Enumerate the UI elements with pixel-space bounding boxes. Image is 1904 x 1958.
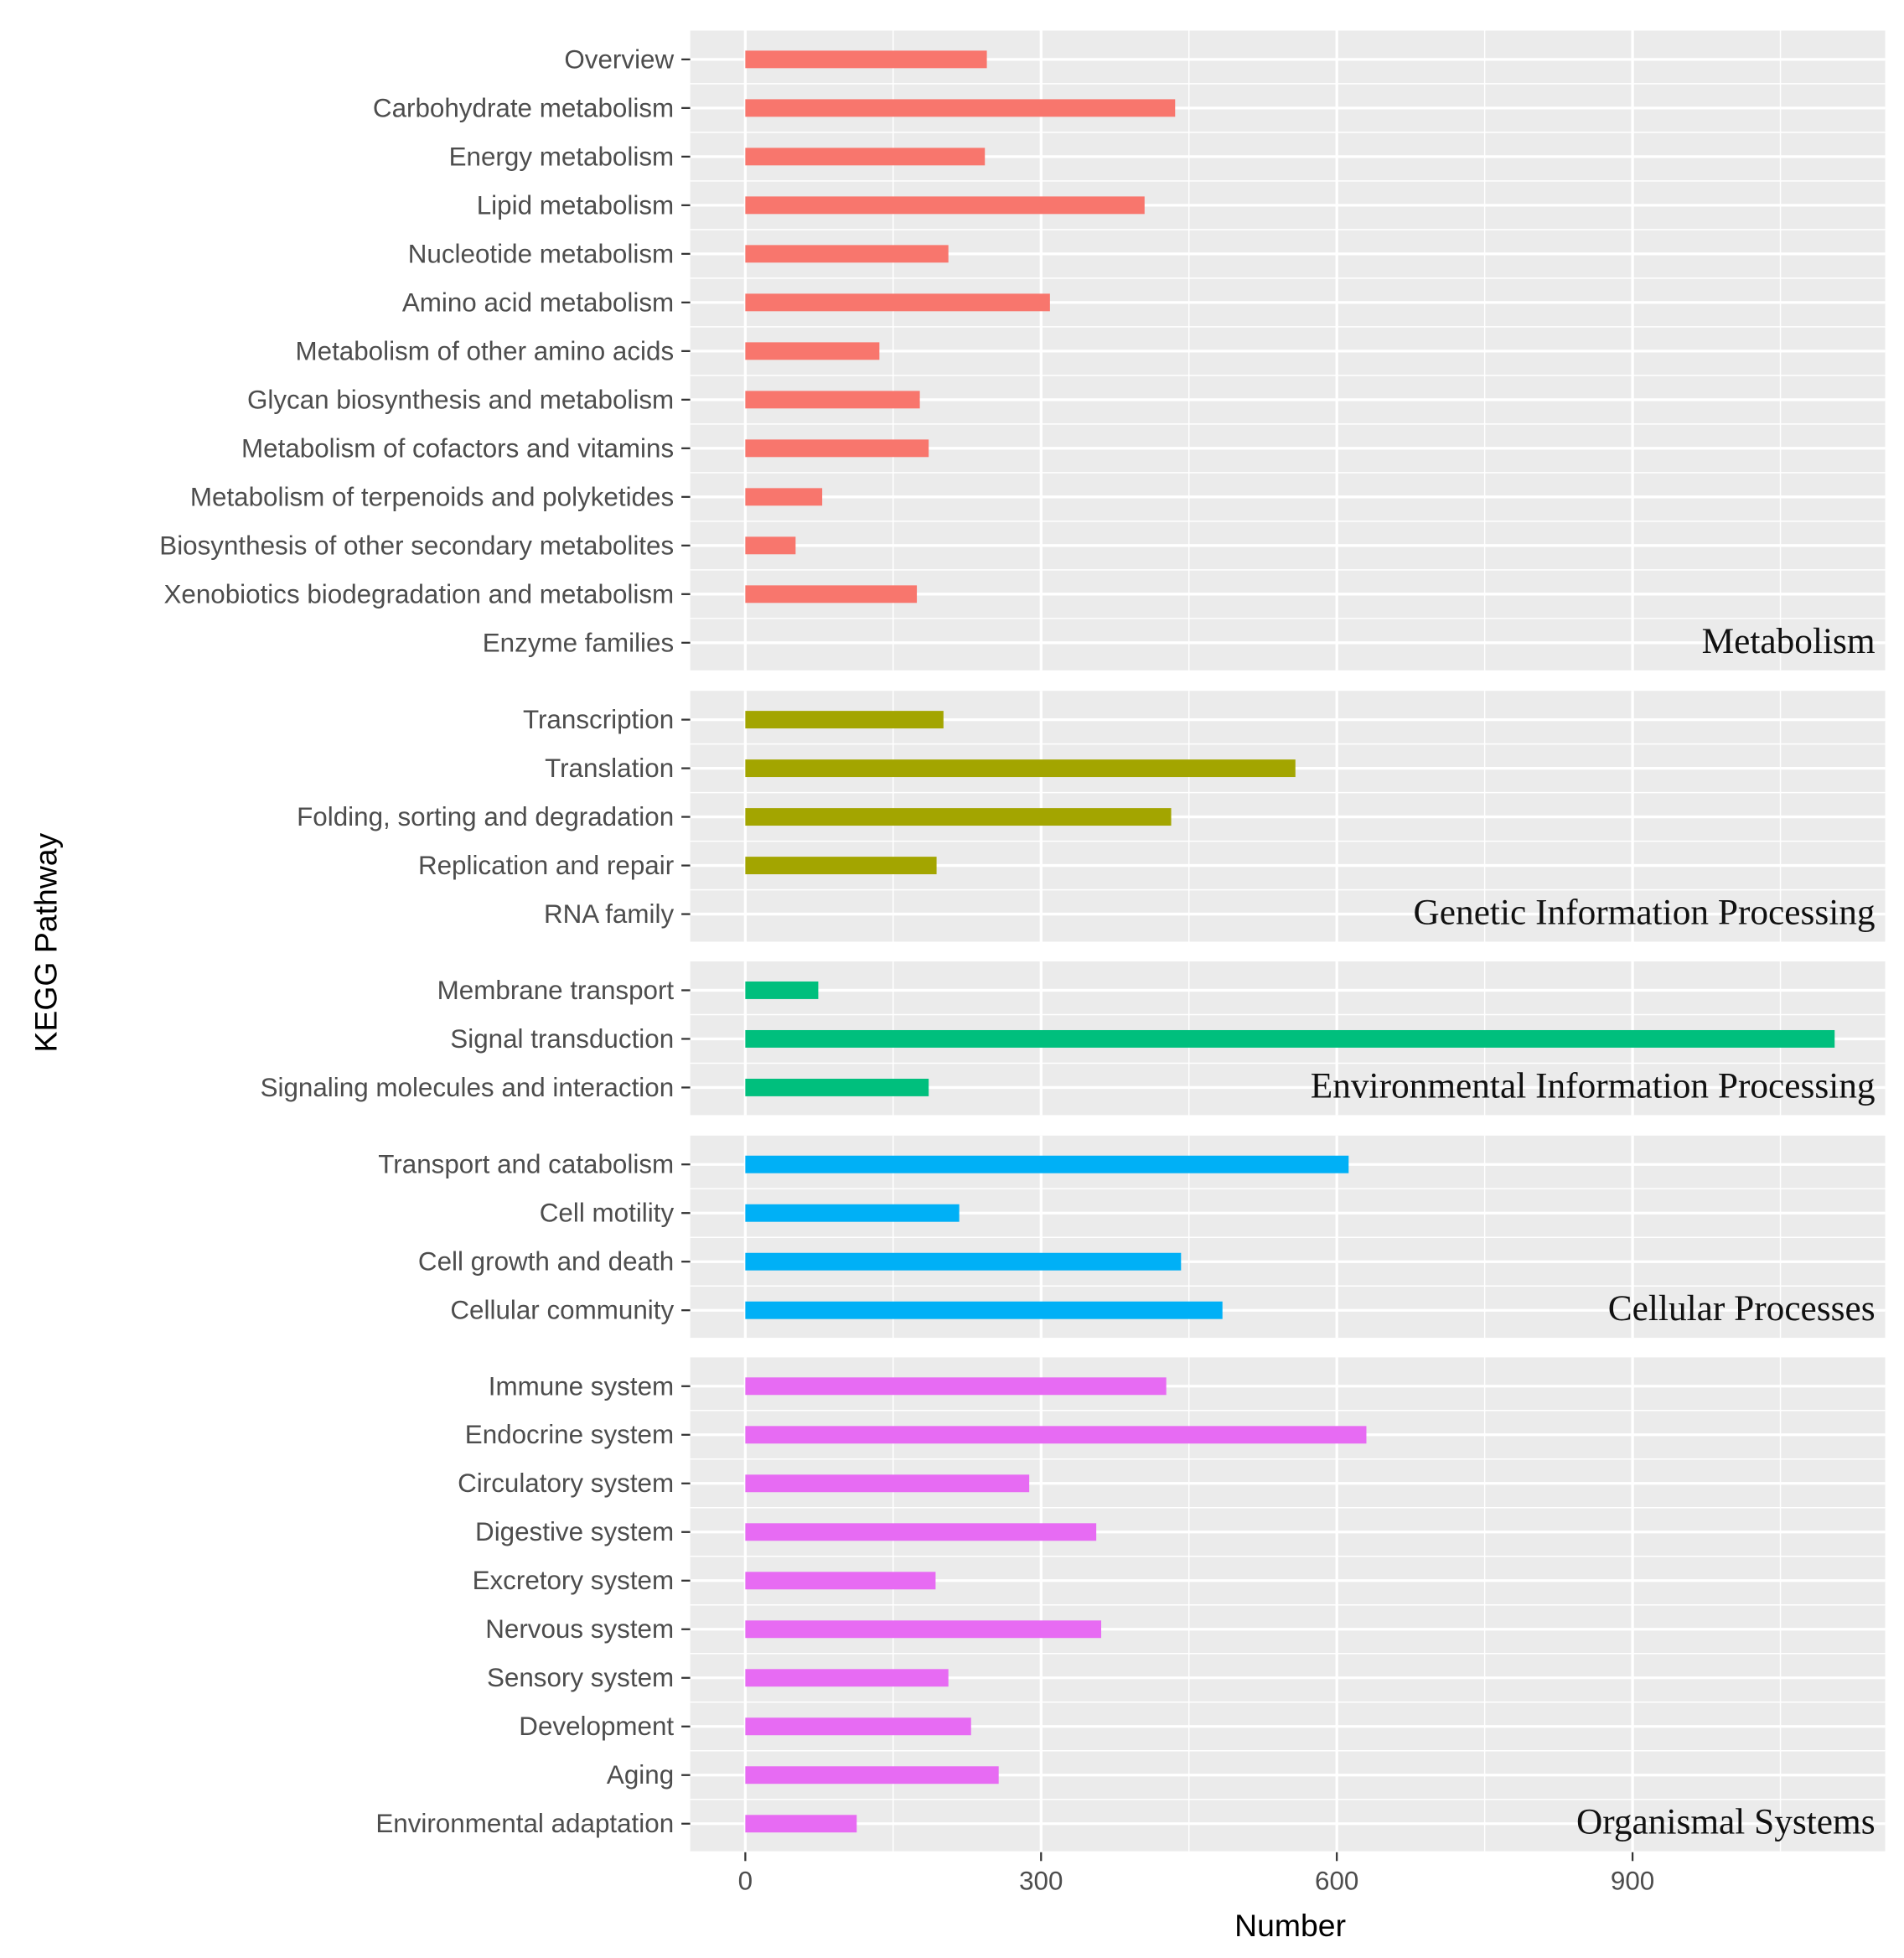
bar xyxy=(745,50,987,69)
x-axis-title: Number xyxy=(1234,1908,1346,1943)
bar xyxy=(745,1426,1367,1444)
y-tick-label: Membrane transport xyxy=(437,976,675,1005)
facet-strip-label: Organismal Systems xyxy=(1576,1802,1876,1842)
y-tick-label: Folding, sorting and degradation xyxy=(297,802,674,831)
y-tick-label: Cell motility xyxy=(540,1199,675,1228)
bar xyxy=(745,1572,936,1590)
y-tick-label: Lipid metabolism xyxy=(477,190,674,220)
facet-panel: Transcription Translation Folding, sorting… xyxy=(297,691,1886,942)
y-tick-label: Glycan biosynthesis and metabolism xyxy=(247,385,674,414)
y-tick-label: Signaling molecules and interaction xyxy=(261,1073,675,1102)
facet-strip-label: Environmental Information Processing xyxy=(1311,1065,1876,1106)
bar xyxy=(745,1717,971,1736)
bar xyxy=(745,245,949,263)
y-tick-label: Endocrine system xyxy=(465,1420,674,1449)
bar xyxy=(745,391,920,409)
bar xyxy=(745,711,944,729)
bar xyxy=(745,1301,1223,1319)
bar xyxy=(745,808,1172,826)
bar xyxy=(745,981,819,999)
bar xyxy=(745,1815,857,1833)
bar xyxy=(745,99,1176,117)
bar xyxy=(745,1523,1097,1541)
bar xyxy=(745,1204,960,1222)
y-tick-label: Nervous system xyxy=(485,1614,674,1644)
y-axis-title: KEGG Pathway xyxy=(28,833,63,1053)
facet-panel: Overview Carbohydrate metabolism Energy me… xyxy=(159,30,1886,671)
bar xyxy=(745,1766,999,1784)
bar xyxy=(745,1669,949,1687)
bar xyxy=(745,857,937,875)
y-tick-label: Replication and repair xyxy=(418,851,674,880)
x-tick-label: 900 xyxy=(1611,1867,1654,1896)
y-tick-label: Amino acid metabolism xyxy=(402,287,674,317)
y-tick-label: Cell growth and death xyxy=(418,1247,674,1277)
bar xyxy=(745,1620,1102,1639)
bar xyxy=(745,1155,1349,1173)
bar xyxy=(745,759,1296,778)
bar xyxy=(745,1252,1182,1271)
y-tick-label: Immune system xyxy=(489,1371,674,1401)
y-tick-label: Carbohydrate metabolism xyxy=(373,93,674,122)
bar xyxy=(745,536,796,555)
facet-panel: Immune system Endocrine system Circulatory… xyxy=(375,1357,1886,1852)
bar xyxy=(745,439,929,458)
x-tick-label: 300 xyxy=(1019,1867,1063,1896)
x-tick-label: 0 xyxy=(738,1867,753,1896)
y-tick-label: Excretory system xyxy=(473,1566,675,1595)
bar xyxy=(745,1474,1030,1493)
y-tick-label: Enzyme families xyxy=(483,628,674,657)
y-tick-label: Energy metabolism xyxy=(449,142,675,171)
y-tick-label: Circulatory system xyxy=(458,1468,674,1498)
bar xyxy=(745,585,918,603)
facet-panel: Transport and catabolism Cell motility Cel… xyxy=(378,1135,1886,1339)
y-tick-label: Metabolism of cofactors and vitamins xyxy=(241,433,674,463)
bar xyxy=(745,1377,1167,1396)
y-tick-label: Environmental adaptation xyxy=(375,1809,674,1838)
bar xyxy=(745,488,823,506)
bar xyxy=(745,196,1145,215)
facet-strip-label: Cellular Processes xyxy=(1608,1288,1876,1329)
bar xyxy=(745,1078,929,1096)
y-tick-label: Nucleotide metabolism xyxy=(408,239,674,268)
y-tick-label: Cellular community xyxy=(450,1296,674,1325)
y-tick-label: Transcription xyxy=(523,705,674,734)
bar xyxy=(745,342,880,360)
y-tick-label: Translation xyxy=(545,754,674,783)
bar xyxy=(745,1029,1835,1048)
y-tick-label: Digestive system xyxy=(475,1517,674,1546)
bar xyxy=(745,148,986,166)
facet-strip-label: Genetic Information Processing xyxy=(1414,893,1876,933)
facet-strip-label: Metabolism xyxy=(1702,621,1876,661)
y-tick-label: RNA family xyxy=(544,899,674,929)
y-tick-label: Xenobiotics biodegradation and metabolis… xyxy=(163,579,674,609)
x-tick-label: 600 xyxy=(1315,1867,1358,1896)
y-tick-label: Aging xyxy=(607,1760,674,1790)
facet-panel: Membrane transport Signal transduction Sig… xyxy=(261,961,1886,1116)
bar xyxy=(745,293,1050,312)
y-tick-label: Overview xyxy=(564,44,674,74)
y-tick-label: Transport and catabolism xyxy=(378,1150,674,1179)
y-tick-label: Metabolism of other amino acids xyxy=(295,336,674,365)
y-tick-label: Signal transduction xyxy=(450,1024,674,1054)
y-tick-label: Development xyxy=(519,1712,674,1741)
y-tick-label: Sensory system xyxy=(487,1663,674,1692)
y-tick-label: Biosynthesis of other secondary metaboli… xyxy=(159,531,674,560)
y-tick-label: Metabolism of terpenoids and polyketides xyxy=(190,482,674,511)
